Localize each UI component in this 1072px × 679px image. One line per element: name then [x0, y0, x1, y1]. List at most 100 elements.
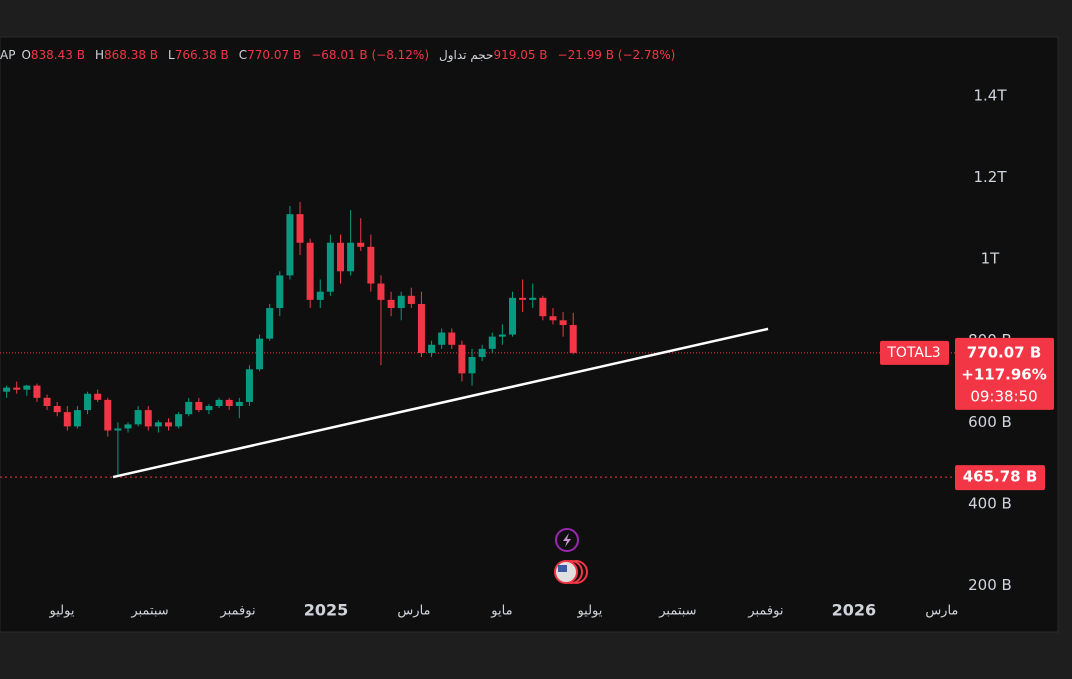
- x-tick-label: 2026: [832, 601, 877, 620]
- candle-body: [134, 410, 142, 425]
- candle-body: [154, 422, 162, 427]
- change: −68.01 B (−8.12%): [311, 48, 430, 62]
- candle-body: [286, 214, 294, 276]
- candle-body: [468, 357, 476, 374]
- x-tick-label: 2025: [304, 601, 349, 620]
- candle-body: [357, 242, 365, 247]
- x-tick-label: مايو: [490, 604, 512, 619]
- countdown-label: 09:38:50: [970, 387, 1037, 405]
- candle-body: [73, 410, 81, 427]
- candle-body: [195, 401, 203, 411]
- symbol: AP: [0, 48, 16, 62]
- x-tick-label: نوفمبر: [747, 604, 783, 619]
- candle-body: [205, 406, 213, 411]
- candle-body: [43, 397, 51, 407]
- y-tick-label: 200 B: [968, 576, 1012, 594]
- candle-body: [316, 291, 324, 300]
- x-tick-label: مارس: [397, 604, 430, 619]
- chart-panel: [0, 36, 1059, 633]
- candle-body: [3, 387, 11, 392]
- y-tick-label: 600 B: [968, 413, 1012, 431]
- y-tick-label: 400 B: [968, 494, 1012, 512]
- candle-body: [539, 297, 547, 317]
- x-tick-label: مارس: [925, 604, 958, 619]
- candle-body: [94, 393, 102, 400]
- candle-body: [245, 369, 253, 402]
- candle-body: [33, 385, 41, 398]
- candle-body: [114, 428, 122, 431]
- trendline: [112, 327, 769, 479]
- candle-body: [549, 316, 557, 321]
- candle-body: [569, 325, 577, 353]
- candle-body: [23, 385, 31, 390]
- volume: 919.05 B: [493, 48, 548, 62]
- candle-body: [407, 295, 415, 304]
- ohlc-key: H: [94, 48, 104, 62]
- x-tick-label: سبتمبر: [130, 604, 168, 619]
- candle-body: [387, 299, 395, 309]
- candle-body: [225, 399, 233, 407]
- x-tick-label: يوليو: [576, 604, 602, 619]
- candle-body: [367, 246, 375, 284]
- candle-body: [84, 393, 92, 411]
- y-tick-label: 1.2T: [973, 168, 1007, 186]
- candle-body: [296, 214, 304, 243]
- ohlc-key: O: [21, 48, 31, 62]
- candle-body: [164, 422, 172, 427]
- candle-body: [529, 297, 537, 300]
- candle-body: [53, 406, 61, 413]
- candle-body: [417, 303, 425, 353]
- candle-body: [306, 242, 314, 300]
- change-label: +117.96%: [961, 365, 1046, 383]
- candle-body: [448, 332, 456, 345]
- symbol-badge: [880, 340, 949, 365]
- ohlc-key: L: [168, 48, 175, 62]
- x-tick-label: نوفمبر: [219, 604, 255, 619]
- candle-body: [104, 399, 112, 431]
- symbol-label: TOTAL3: [886, 345, 940, 361]
- candle-body: [266, 308, 274, 339]
- ohlc-value: 868.38 B: [103, 48, 159, 62]
- candle-body: [276, 275, 284, 309]
- bolt-icon: [563, 533, 571, 547]
- candle-body: [397, 295, 405, 309]
- candle-body: [519, 297, 527, 300]
- y-tick-label: 1T: [981, 250, 1001, 268]
- candle-body: [326, 242, 334, 292]
- candle-body: [347, 242, 355, 272]
- candle-body: [185, 401, 193, 415]
- candle-body: [13, 387, 21, 390]
- flag-canton: [558, 565, 567, 572]
- candle-body: [215, 399, 223, 407]
- x-tick-label: سبتمبر: [658, 604, 696, 619]
- candle-body: [488, 336, 496, 349]
- candle-body: [458, 344, 466, 374]
- legend-header: AP O 838.43 B H 868.38 B L 766.38 B C 770.07 B −…: [0, 48, 675, 66]
- price-label: 465.78 B: [963, 468, 1038, 486]
- candle-body: [559, 320, 567, 326]
- candle-body: [478, 348, 486, 358]
- candle-body: [438, 332, 446, 345]
- candle-body: [428, 344, 436, 353]
- ohlc-value: 770.07 B: [247, 48, 302, 62]
- event-icons: [554, 528, 588, 584]
- candle-body: [124, 424, 132, 429]
- x-tick-label: يوليو: [49, 604, 75, 619]
- ohlc-value: 838.43 B: [30, 48, 85, 62]
- candle-body: [175, 414, 183, 427]
- price-label: 770.07 B: [967, 343, 1042, 361]
- candle-body: [144, 410, 152, 427]
- price-badge: [955, 465, 1045, 491]
- ohlc-value: 766.38 B: [174, 48, 229, 62]
- candle-body: [235, 401, 243, 407]
- candle-body: [256, 338, 264, 370]
- price-badge: [955, 337, 1054, 410]
- volume-change: −21.99 B (−2.78%): [557, 48, 676, 62]
- candle-body: [498, 334, 506, 337]
- candle-body: [63, 412, 71, 427]
- candle-body: [336, 242, 344, 272]
- candle-body: [377, 283, 385, 300]
- volume-label: حجم تداول: [439, 48, 494, 62]
